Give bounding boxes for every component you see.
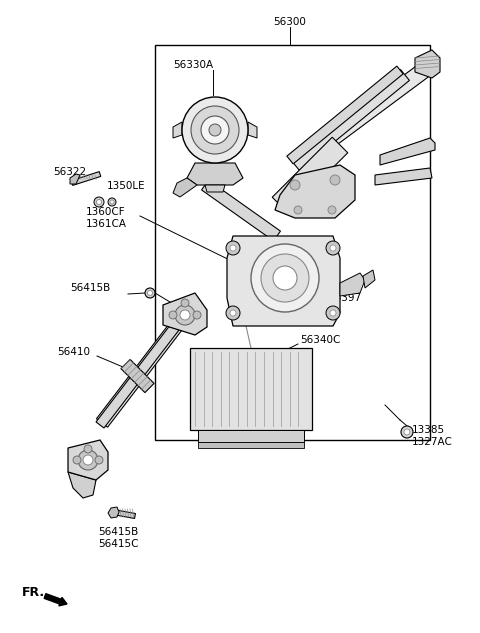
Circle shape — [209, 124, 221, 136]
Circle shape — [110, 200, 114, 204]
Polygon shape — [325, 56, 440, 146]
Circle shape — [226, 306, 240, 320]
Circle shape — [330, 245, 336, 251]
Circle shape — [169, 311, 177, 319]
Text: 1360CF: 1360CF — [86, 207, 126, 217]
Text: 56300: 56300 — [274, 17, 306, 27]
Circle shape — [94, 197, 104, 207]
Bar — [155, 45, 430, 440]
Circle shape — [191, 106, 239, 154]
Polygon shape — [202, 180, 280, 241]
Text: 1327AC: 1327AC — [412, 437, 453, 447]
Polygon shape — [290, 70, 409, 170]
Polygon shape — [205, 185, 225, 192]
Circle shape — [328, 206, 336, 214]
Circle shape — [175, 305, 195, 325]
Circle shape — [230, 245, 236, 251]
Circle shape — [181, 299, 189, 307]
Circle shape — [193, 311, 201, 319]
Circle shape — [261, 254, 309, 302]
Circle shape — [404, 429, 410, 435]
Text: 56322: 56322 — [53, 167, 86, 177]
Polygon shape — [68, 472, 96, 498]
Text: 1350LE: 1350LE — [107, 181, 145, 191]
Polygon shape — [248, 122, 257, 138]
Circle shape — [180, 310, 190, 320]
Bar — [198, 430, 304, 442]
Circle shape — [78, 450, 98, 470]
Circle shape — [145, 288, 155, 298]
Circle shape — [273, 266, 297, 290]
Polygon shape — [121, 360, 154, 392]
Circle shape — [73, 456, 81, 464]
Polygon shape — [275, 165, 355, 218]
Circle shape — [290, 180, 300, 190]
Polygon shape — [375, 168, 432, 185]
Polygon shape — [112, 510, 135, 518]
Circle shape — [330, 310, 336, 316]
Polygon shape — [96, 324, 179, 428]
Text: 56390C: 56390C — [300, 173, 340, 183]
Polygon shape — [363, 270, 375, 288]
Circle shape — [201, 116, 229, 144]
Polygon shape — [70, 174, 80, 184]
Polygon shape — [380, 138, 435, 165]
Text: 1361CA: 1361CA — [86, 219, 127, 229]
Circle shape — [84, 445, 92, 453]
Circle shape — [251, 244, 319, 312]
Circle shape — [83, 455, 93, 465]
Polygon shape — [163, 293, 207, 335]
Polygon shape — [108, 507, 119, 518]
Polygon shape — [96, 321, 182, 427]
Polygon shape — [173, 178, 197, 197]
Polygon shape — [415, 50, 440, 78]
Polygon shape — [187, 163, 243, 185]
Circle shape — [147, 291, 153, 296]
Polygon shape — [68, 440, 108, 480]
Polygon shape — [227, 236, 340, 326]
Circle shape — [326, 306, 340, 320]
Circle shape — [401, 426, 413, 438]
Polygon shape — [71, 172, 101, 185]
Circle shape — [226, 241, 240, 255]
Circle shape — [330, 175, 340, 185]
Polygon shape — [287, 66, 403, 164]
Circle shape — [95, 456, 103, 464]
Bar — [198, 442, 304, 448]
Circle shape — [182, 97, 248, 163]
Text: 56340C: 56340C — [300, 335, 340, 345]
Circle shape — [96, 199, 101, 204]
Text: FR.: FR. — [22, 586, 45, 598]
Polygon shape — [173, 122, 182, 138]
Text: 56410: 56410 — [57, 347, 90, 357]
Text: 56330A: 56330A — [173, 60, 213, 70]
Text: 56415B: 56415B — [98, 527, 138, 537]
Circle shape — [108, 198, 116, 206]
FancyArrow shape — [44, 594, 67, 606]
Text: 56415B: 56415B — [70, 283, 110, 293]
Text: 56397: 56397 — [328, 293, 361, 303]
Bar — [190, 348, 312, 430]
Circle shape — [294, 206, 302, 214]
Circle shape — [326, 241, 340, 255]
Text: 56415C: 56415C — [98, 539, 139, 549]
Polygon shape — [340, 273, 365, 296]
Polygon shape — [272, 137, 348, 213]
Circle shape — [230, 310, 236, 316]
Text: 13385: 13385 — [412, 425, 445, 435]
